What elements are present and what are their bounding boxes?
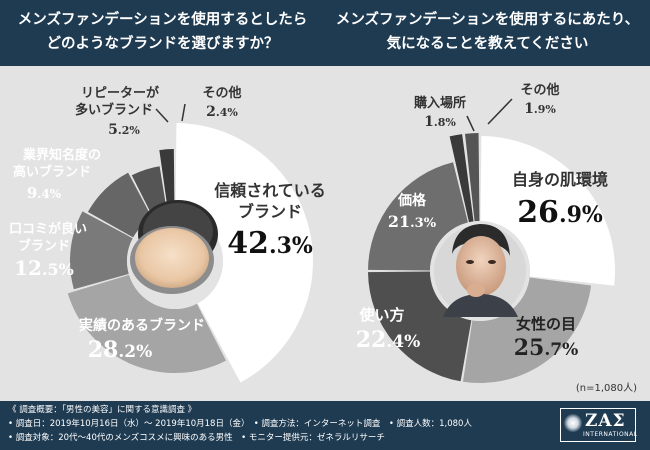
right-slice-usage bbox=[368, 271, 472, 382]
right-label-womens-eyes: 女性の目 bbox=[516, 315, 576, 333]
right-value-price: 21.3% bbox=[388, 212, 437, 231]
right-value-other: 1.9% bbox=[524, 101, 556, 117]
left-label-reviews-line1: 口コミが良い bbox=[9, 221, 87, 237]
right-slice-purchase-place bbox=[449, 134, 474, 223]
left-title-line1: メンズファンデーションを使用するとしたら bbox=[17, 11, 308, 28]
footer-banner: 《 調査概要：「男性の美容」に関する意識調査 》 • 調査日：2019年10月1… bbox=[0, 401, 650, 450]
right-donut-chart: 自身の肌環境 26.9% 女性の目 25.7% 使い方 22.4% 価格 21.… bbox=[356, 82, 637, 394]
right-value-womens-eyes: 25.7% bbox=[514, 335, 579, 361]
survey-details-line2: • 調査対象：20代～40代のメンズコスメに興味のある男性 • モニター提供元：… bbox=[8, 433, 385, 443]
left-slice-reviews bbox=[70, 211, 133, 290]
right-slice-skin-condition bbox=[480, 136, 615, 286]
compact-foundation-image bbox=[130, 200, 218, 294]
logo-subtext: INTERNATIONAL bbox=[583, 431, 638, 438]
man-portrait-image bbox=[434, 224, 526, 317]
left-label-reviews-line2: ブランド bbox=[18, 238, 70, 254]
left-label-awareness-line2: 高いブランド bbox=[13, 164, 91, 180]
logo-text: ZAΣ bbox=[585, 411, 626, 431]
right-value-usage: 22.4% bbox=[356, 327, 421, 353]
left-label-trusted-line1: 信頼されている bbox=[214, 181, 326, 200]
right-value-skin-condition: 26.9% bbox=[517, 195, 603, 230]
left-value-reviews: 12.5% bbox=[14, 256, 74, 280]
left-donut-chart: 信頼されている ブランド 42.3% 実績のあるブランド 28.2% 口コミが良… bbox=[9, 85, 326, 383]
left-leader-other bbox=[181, 103, 186, 122]
charts-svg: 信頼されている ブランド 42.3% 実績のあるブランド 28.2% 口コミが良… bbox=[9, 82, 637, 394]
right-label-skin-condition: 自身の肌環境 bbox=[512, 170, 608, 189]
left-label-repeaters-line2: 多いブランド bbox=[75, 102, 153, 118]
right-leader-other bbox=[487, 98, 513, 125]
zas-international-logo: ZAΣ INTERNATIONAL bbox=[560, 408, 638, 442]
header-banner: メンズファンデーションを使用するとしたら どのようなブランドを選びますか？ メン… bbox=[0, 0, 650, 66]
left-value-awareness: 9.4% bbox=[27, 184, 62, 202]
left-question-title: メンズファンデーションを使用するとしたら どのようなブランドを選びますか？ bbox=[0, 8, 325, 56]
left-label-track-record: 実績のあるブランド bbox=[79, 317, 205, 334]
left-value-track-record: 28.2% bbox=[88, 337, 153, 363]
right-title-line1: メンズファンデーションを使用するにあたり、 bbox=[335, 11, 640, 28]
right-label-other: その他 bbox=[520, 82, 559, 98]
sample-size-note: (n=1,080人) bbox=[576, 382, 637, 394]
right-question-title: メンズファンデーションを使用するにあたり、 気になることを教えてください bbox=[325, 8, 650, 56]
right-title-line2: 気になることを教えてください bbox=[386, 35, 589, 52]
right-slice-price bbox=[368, 162, 468, 271]
right-leader-purchase-place bbox=[466, 115, 475, 132]
right-label-purchase-place: 購入場所 bbox=[413, 95, 466, 111]
left-label-trusted-line2: ブランド bbox=[238, 202, 302, 221]
left-value-other: 2.4% bbox=[206, 104, 238, 120]
left-slice-track-record bbox=[67, 274, 227, 373]
right-label-price: 価格 bbox=[397, 192, 427, 209]
left-label-repeaters-line1: リピーターが bbox=[81, 85, 159, 101]
logo-star-icon bbox=[564, 414, 582, 432]
right-label-usage: 使い方 bbox=[358, 306, 404, 324]
right-slice-womens-eyes bbox=[462, 277, 592, 383]
right-value-purchase-place: 1.8% bbox=[424, 114, 456, 130]
left-value-trusted: 42.3% bbox=[227, 226, 313, 261]
left-leader-repeaters bbox=[155, 108, 169, 123]
left-label-awareness-line1: 業界知名度の bbox=[22, 147, 101, 163]
left-label-other: その他 bbox=[202, 85, 241, 101]
left-value-repeaters: 5.2% bbox=[108, 122, 140, 138]
chart-panel: 信頼されている ブランド 42.3% 実績のあるブランド 28.2% 口コミが良… bbox=[0, 66, 650, 401]
survey-details-line1: • 調査日：2019年10月16日（水）～ 2019年10月18日（金） • 調… bbox=[8, 419, 472, 429]
left-slice-trusted bbox=[175, 123, 314, 383]
survey-overview-title: 《 調査概要：「男性の美容」に関する意識調査 》 bbox=[8, 405, 197, 415]
right-slice-other bbox=[465, 133, 480, 222]
left-title-line2: どのようなブランドを選びますか？ bbox=[46, 35, 279, 52]
left-slice-awareness bbox=[87, 172, 153, 238]
left-slice-other bbox=[159, 149, 175, 214]
